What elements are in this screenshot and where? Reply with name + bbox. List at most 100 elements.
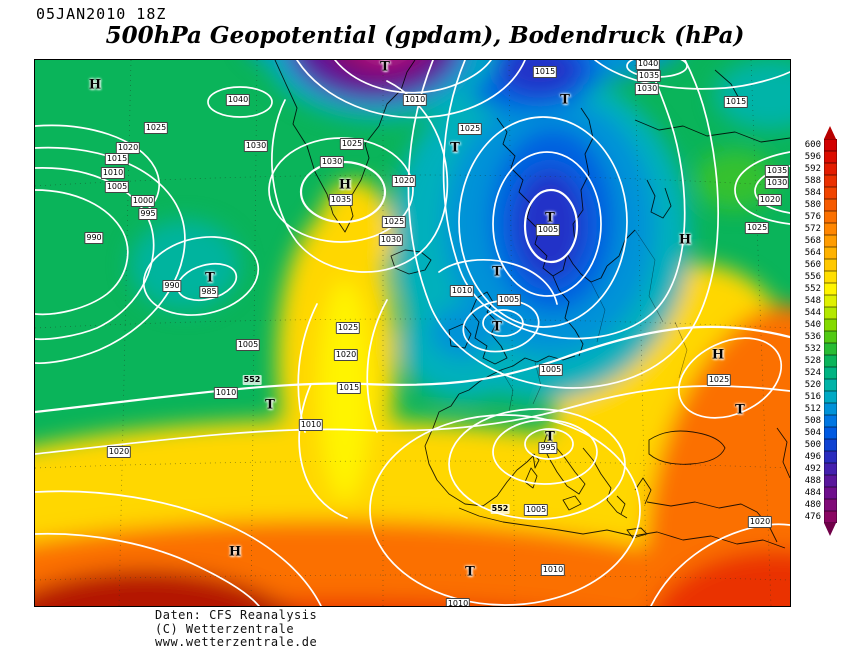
isobar-label: 1035 — [328, 194, 354, 206]
legend-value: 600 — [804, 140, 821, 150]
isobar-label: 1025 — [339, 138, 365, 150]
legend-row: 532 — [797, 343, 837, 355]
legend-row: 592 — [797, 163, 837, 175]
legend-swatch — [824, 223, 837, 235]
legend-swatch — [824, 187, 837, 199]
legend-value: 552 — [804, 284, 821, 294]
legend-value: 476 — [804, 512, 821, 522]
legend-value: 564 — [804, 248, 821, 258]
legend-value: 544 — [804, 308, 821, 318]
legend-swatch — [824, 235, 837, 247]
legend-row: 516 — [797, 391, 837, 403]
isobar-label: 995 — [138, 208, 158, 220]
isobar-label: 990 — [162, 280, 182, 292]
isobar-label: 1030 — [634, 83, 660, 95]
isobar-label: 1040 — [225, 94, 251, 106]
credit-copyright: (C) Wetterzentrale — [155, 621, 295, 636]
legend-row: 480 — [797, 499, 837, 511]
legend-swatch — [824, 451, 837, 463]
legend-row: 528 — [797, 355, 837, 367]
isobar-layer — [35, 60, 790, 606]
legend-value: 596 — [804, 152, 821, 162]
pressure-center-t: T — [560, 92, 570, 108]
legend-row: 588 — [797, 175, 837, 187]
legend-swatch — [824, 511, 837, 523]
isobar-label: 1030 — [243, 140, 269, 152]
credit-daten: Daten: CFS Reanalysis — [155, 608, 318, 622]
legend-value: 512 — [804, 404, 821, 414]
legend-swatch — [824, 283, 837, 295]
legend-swatch — [824, 307, 837, 319]
legend-row: 500 — [797, 439, 837, 451]
pressure-center-h: H — [88, 77, 102, 93]
pressure-center-t: T — [450, 140, 460, 156]
legend-row: 508 — [797, 415, 837, 427]
legend-row: 552 — [797, 283, 837, 295]
legend-swatch — [824, 439, 837, 451]
legend-swatch — [824, 391, 837, 403]
legend-value: 572 — [804, 224, 821, 234]
legend-row: 504 — [797, 427, 837, 439]
legend-value: 556 — [804, 272, 821, 282]
legend-value: 592 — [804, 164, 821, 174]
isobar-label: 1005 — [235, 339, 261, 351]
legend-row: 580 — [797, 199, 837, 211]
legend-row: 512 — [797, 403, 837, 415]
isobar-label: 1005 — [538, 364, 564, 376]
isobar-label: 1010 — [298, 419, 324, 431]
legend-value: 492 — [804, 464, 821, 474]
legend-swatch — [824, 211, 837, 223]
legend-value: 532 — [804, 344, 821, 354]
legend-swatch — [824, 343, 837, 355]
pressure-center-t: T — [205, 270, 215, 286]
isobar-label: 1010 — [402, 94, 428, 106]
legend-row: 560 — [797, 259, 837, 271]
pressure-center-t: T — [492, 319, 502, 335]
legend-value: 580 — [804, 200, 821, 210]
isobar-label: 1020 — [333, 349, 359, 361]
legend-swatch — [824, 295, 837, 307]
weather-map-canvas — [35, 60, 790, 606]
legend-row: 556 — [797, 271, 837, 283]
isobar-label: 1005 — [104, 181, 130, 193]
pressure-center-t: T — [492, 264, 502, 280]
legend-value: 560 — [804, 260, 821, 270]
legend-row: 488 — [797, 475, 837, 487]
isobar-label: 1030 — [378, 234, 404, 246]
legend-value: 484 — [804, 488, 821, 498]
weather-map: 1040 1010 1015 1040 1035 1030 1015 1025 1025 1020… — [34, 59, 791, 607]
color-scale-legend: 600 596 592 588 584 580 576 572 568 564 560 556 552 5… — [797, 126, 837, 536]
geopotential-label: 552 — [490, 504, 510, 514]
isobar-label: 1035 — [636, 70, 662, 82]
legend-swatch — [824, 487, 837, 499]
legend-value: 524 — [804, 368, 821, 378]
pressure-center-h: H — [711, 347, 725, 363]
isobar-label: 1020 — [757, 194, 783, 206]
legend-row: 496 — [797, 451, 837, 463]
isobar-label: 1020 — [391, 175, 417, 187]
legend-value: 488 — [804, 476, 821, 486]
geopotential-label: 552 — [242, 375, 262, 385]
isobar-label: 1025 — [143, 122, 169, 134]
legend-arrow-up — [824, 126, 836, 139]
credit-url: www.wetterzentrale.de — [155, 635, 318, 649]
isobar-label: 1010 — [449, 285, 475, 297]
legend-swatch — [824, 139, 837, 151]
isobar-label: 1025 — [744, 222, 770, 234]
isobar-label: 1040 — [635, 59, 661, 70]
legend-swatch — [824, 463, 837, 475]
legend-swatch — [824, 499, 837, 511]
isobar-label: 1020 — [747, 516, 773, 528]
legend-swatch — [824, 403, 837, 415]
legend-value: 584 — [804, 188, 821, 198]
isobar-label: 1015 — [532, 66, 558, 78]
map-labels: 1040 1010 1015 1040 1035 1030 1015 1025 1025 1020… — [35, 60, 790, 606]
legend-rows: 600 596 592 588 584 580 576 572 568 564 560 556 552 5… — [797, 139, 837, 523]
isobar-label: 1020 — [106, 446, 132, 458]
legend-value: 576 — [804, 212, 821, 222]
graticule-layer — [35, 60, 790, 606]
isobar-label: 1025 — [706, 374, 732, 386]
pressure-center-h: H — [228, 544, 242, 560]
legend-swatch — [824, 427, 837, 439]
